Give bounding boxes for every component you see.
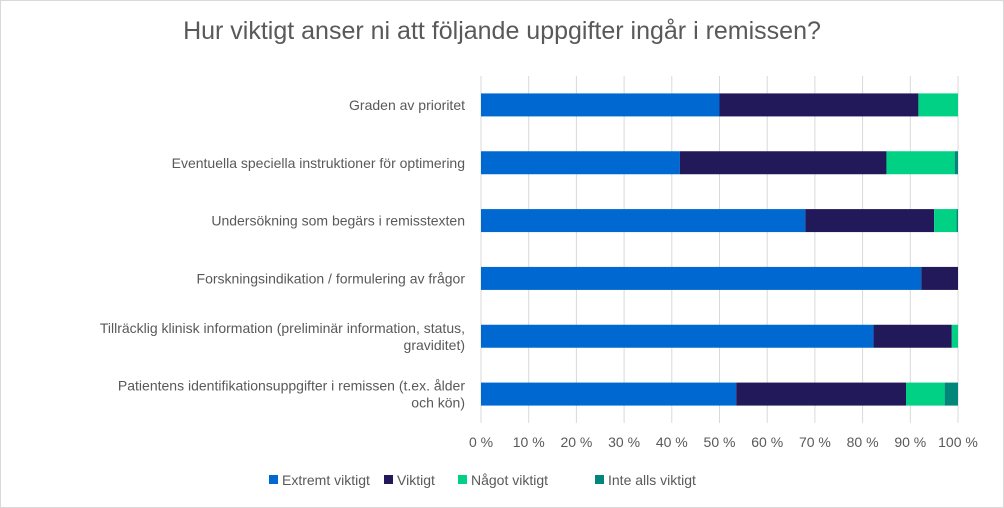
bar-segment-extremt-viktigt bbox=[481, 93, 720, 117]
x-tick-label: 90 % bbox=[894, 434, 926, 450]
x-tick-label: 10 % bbox=[513, 434, 545, 450]
category-label: Graden av prioritet bbox=[349, 97, 465, 113]
x-tick-label: 80 % bbox=[847, 434, 879, 450]
bar-segment-något-viktigt bbox=[918, 93, 958, 117]
x-tick-label: 30 % bbox=[608, 434, 640, 450]
category-label: Tillräcklig klinisk information (prelimi… bbox=[100, 320, 465, 336]
chart-title: Hur viktigt anser ni att följande uppgif… bbox=[183, 17, 821, 45]
bar-segment-viktigt bbox=[873, 324, 952, 348]
legend-swatch bbox=[595, 475, 604, 484]
legend-swatch bbox=[384, 475, 393, 484]
x-tick-label: 100 % bbox=[938, 434, 978, 450]
legend-label: Något viktigt bbox=[471, 472, 548, 488]
bar-segment-extremt-viktigt bbox=[481, 382, 737, 406]
category-label: och kön) bbox=[411, 395, 465, 411]
bar-segment-viktigt bbox=[921, 266, 958, 290]
legend-label: Viktigt bbox=[397, 472, 435, 488]
x-tick-label: 70 % bbox=[799, 434, 831, 450]
category-label: Eventuella speciella instruktioner för o… bbox=[172, 155, 465, 171]
bar-segment-viktigt bbox=[719, 93, 919, 117]
bar-segment-viktigt bbox=[736, 382, 907, 406]
bar-segment-något-viktigt bbox=[906, 382, 945, 406]
bar-segment-något-viktigt bbox=[886, 151, 955, 175]
bar-segment-något-viktigt bbox=[951, 324, 958, 348]
bar-segment-inte-alls-viktigt bbox=[956, 209, 958, 233]
x-tick-label: 20 % bbox=[560, 434, 592, 450]
bar-segment-extremt-viktigt bbox=[481, 209, 806, 233]
legend-label: Inte alls viktigt bbox=[608, 472, 696, 488]
category-label: Forskningsindikation / formulering av fr… bbox=[197, 270, 466, 286]
bar-segment-extremt-viktigt bbox=[481, 151, 680, 175]
x-tick-label: 0 % bbox=[469, 434, 493, 450]
legend-swatch bbox=[269, 475, 278, 484]
bar-segment-viktigt bbox=[805, 209, 935, 233]
category-label: Patientens identifikationsuppgifter i re… bbox=[118, 378, 465, 394]
bar-segment-extremt-viktigt bbox=[481, 324, 874, 348]
legend-swatch bbox=[458, 475, 467, 484]
legend-label: Extremt viktigt bbox=[282, 472, 370, 488]
x-tick-label: 50 % bbox=[704, 434, 736, 450]
category-label: graviditet) bbox=[404, 337, 465, 353]
bar-segment-inte-alls-viktigt bbox=[944, 382, 958, 406]
category-label: Undersökning som begärs i remisstexten bbox=[211, 213, 465, 229]
x-tick-label: 60 % bbox=[751, 434, 783, 450]
bar-segment-extremt-viktigt bbox=[481, 266, 922, 290]
x-tick-label: 40 % bbox=[656, 434, 688, 450]
bar-segment-inte-alls-viktigt bbox=[954, 151, 958, 175]
bar-segment-viktigt bbox=[679, 151, 887, 175]
bar-segment-något-viktigt bbox=[934, 209, 957, 233]
